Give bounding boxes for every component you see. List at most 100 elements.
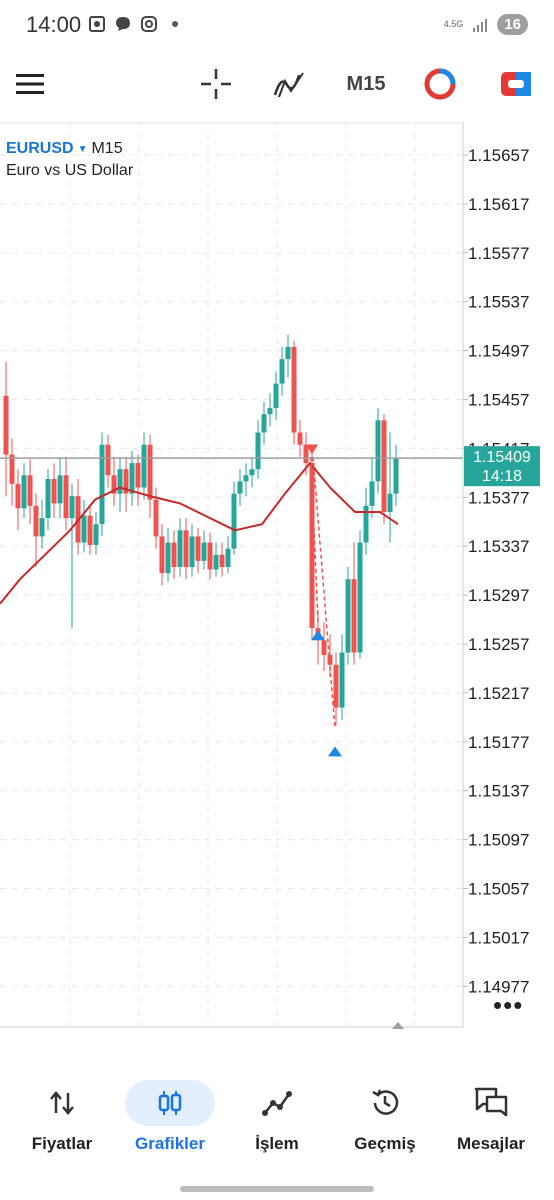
more-options-icon[interactable]: ••• bbox=[493, 990, 524, 1020]
candle-body bbox=[297, 432, 303, 445]
crosshair-button[interactable] bbox=[198, 64, 234, 104]
candle-body bbox=[393, 458, 399, 494]
candle-body bbox=[21, 475, 27, 509]
price-label: 1.15537 bbox=[468, 293, 529, 312]
price-label: 1.15577 bbox=[468, 244, 529, 263]
nav-mesajlar[interactable]: Mesajlar bbox=[436, 1072, 546, 1172]
candle-body bbox=[345, 579, 351, 653]
price-label: 1.14977 bbox=[468, 977, 529, 996]
candle-body bbox=[45, 478, 51, 519]
buy-marker-icon bbox=[328, 746, 342, 757]
price-label: 1.15217 bbox=[468, 684, 529, 703]
candle-body bbox=[147, 444, 153, 500]
candle-body bbox=[153, 499, 159, 537]
home-indicator[interactable] bbox=[180, 1186, 374, 1192]
indicator-icon bbox=[273, 72, 304, 98]
candle-body bbox=[267, 408, 273, 415]
signal-icon bbox=[473, 18, 488, 32]
current-price-badge bbox=[464, 446, 540, 487]
candle-body bbox=[279, 359, 285, 384]
bottom-navigation: Fiyatlar Grafikler İşlem Geçmiş Mesajlar bbox=[0, 1072, 554, 1172]
price-label: 1.15657 bbox=[468, 146, 529, 165]
candle-body bbox=[9, 454, 15, 484]
candle-body bbox=[213, 554, 219, 570]
crosshair-icon bbox=[201, 69, 231, 99]
candle-body bbox=[369, 481, 375, 506]
candle-body bbox=[225, 548, 231, 567]
price-label: 1.15057 bbox=[468, 880, 529, 899]
chart-canvas[interactable]: 1.15657 1.15617 1.15577 1.15537 1.15497 1.154… bbox=[0, 122, 554, 1030]
battery-icon: 16 bbox=[497, 14, 528, 35]
notification-icons bbox=[88, 15, 184, 33]
candle-body bbox=[189, 536, 195, 567]
price-label: 1.15377 bbox=[468, 488, 529, 507]
candle-body bbox=[207, 542, 213, 570]
nav-label: Grafikler bbox=[135, 1134, 205, 1153]
moving-average-line bbox=[0, 461, 399, 605]
candle-body bbox=[387, 493, 393, 512]
candle-body bbox=[255, 432, 261, 470]
timeframe-button[interactable]: M15 bbox=[340, 64, 392, 104]
nav-gecmis[interactable]: Geçmiş bbox=[330, 1072, 440, 1172]
symbol-timeframe: M15 bbox=[91, 140, 123, 157]
candle-body bbox=[375, 420, 381, 482]
price-label: 1.15137 bbox=[468, 782, 529, 801]
price-label: 1.15497 bbox=[468, 342, 529, 361]
one-click-trading-button[interactable] bbox=[422, 64, 458, 104]
hamburger-icon bbox=[16, 74, 44, 94]
candle-body bbox=[309, 463, 315, 629]
candle-body bbox=[33, 505, 39, 537]
symbol-name[interactable]: EURUSD bbox=[6, 140, 74, 157]
sell-marker-icon bbox=[306, 444, 318, 455]
instagram-icon bbox=[141, 16, 157, 32]
current-price-label: 1.15409 bbox=[473, 449, 531, 466]
status-bar: 14:00 4.5G 16 bbox=[0, 0, 554, 54]
price-label: 1.15297 bbox=[468, 586, 529, 605]
messages-icon bbox=[474, 1087, 508, 1117]
candle-body bbox=[93, 524, 99, 545]
candle-body bbox=[261, 414, 267, 433]
price-chart[interactable]: 1.15657 1.15617 1.15577 1.15537 1.15497 1.154… bbox=[0, 122, 554, 1030]
screenshot-icon bbox=[89, 16, 105, 32]
candle-body bbox=[105, 444, 111, 476]
candle-body bbox=[57, 475, 63, 504]
candle-body bbox=[69, 496, 75, 519]
candle-body bbox=[339, 652, 345, 708]
candle-body bbox=[183, 530, 189, 567]
candle-body bbox=[159, 536, 165, 574]
candle-body bbox=[81, 515, 87, 543]
candle-body bbox=[99, 444, 105, 525]
price-label: 1.15617 bbox=[468, 195, 529, 214]
candle-body bbox=[111, 475, 117, 494]
candle-body bbox=[231, 493, 237, 549]
nav-fiyatlar[interactable]: Fiyatlar bbox=[7, 1072, 117, 1172]
candles-icon bbox=[158, 1091, 182, 1115]
menu-button[interactable] bbox=[14, 64, 46, 104]
trade-line bbox=[312, 456, 336, 729]
history-icon bbox=[372, 1089, 399, 1115]
candle-body bbox=[273, 383, 279, 409]
price-label: 1.15257 bbox=[468, 635, 529, 654]
chat-icon bbox=[116, 17, 130, 31]
nav-islem[interactable]: İşlem bbox=[222, 1072, 332, 1172]
trade-icon bbox=[262, 1091, 292, 1116]
candle-body bbox=[117, 469, 123, 494]
buy-marker-icon bbox=[311, 630, 325, 641]
candle-body bbox=[177, 530, 183, 567]
indicators-button[interactable] bbox=[272, 64, 308, 104]
candle-body bbox=[303, 444, 309, 464]
candle-body bbox=[87, 515, 93, 545]
candle-body bbox=[129, 463, 135, 494]
nav-label: Mesajlar bbox=[456, 1134, 526, 1153]
symbol-dropdown-icon[interactable]: ▼ bbox=[77, 143, 88, 155]
candle-body bbox=[219, 554, 225, 567]
new-order-button[interactable] bbox=[498, 64, 534, 104]
candle-body bbox=[123, 469, 129, 494]
nav-grafikler[interactable]: Grafikler bbox=[115, 1072, 225, 1172]
candle-body bbox=[27, 475, 33, 506]
candle-body bbox=[15, 483, 21, 509]
candle-body bbox=[201, 542, 207, 561]
chart-toolbar: M15 bbox=[0, 56, 554, 116]
price-label: 1.15457 bbox=[468, 391, 529, 410]
candle-body bbox=[63, 475, 69, 519]
